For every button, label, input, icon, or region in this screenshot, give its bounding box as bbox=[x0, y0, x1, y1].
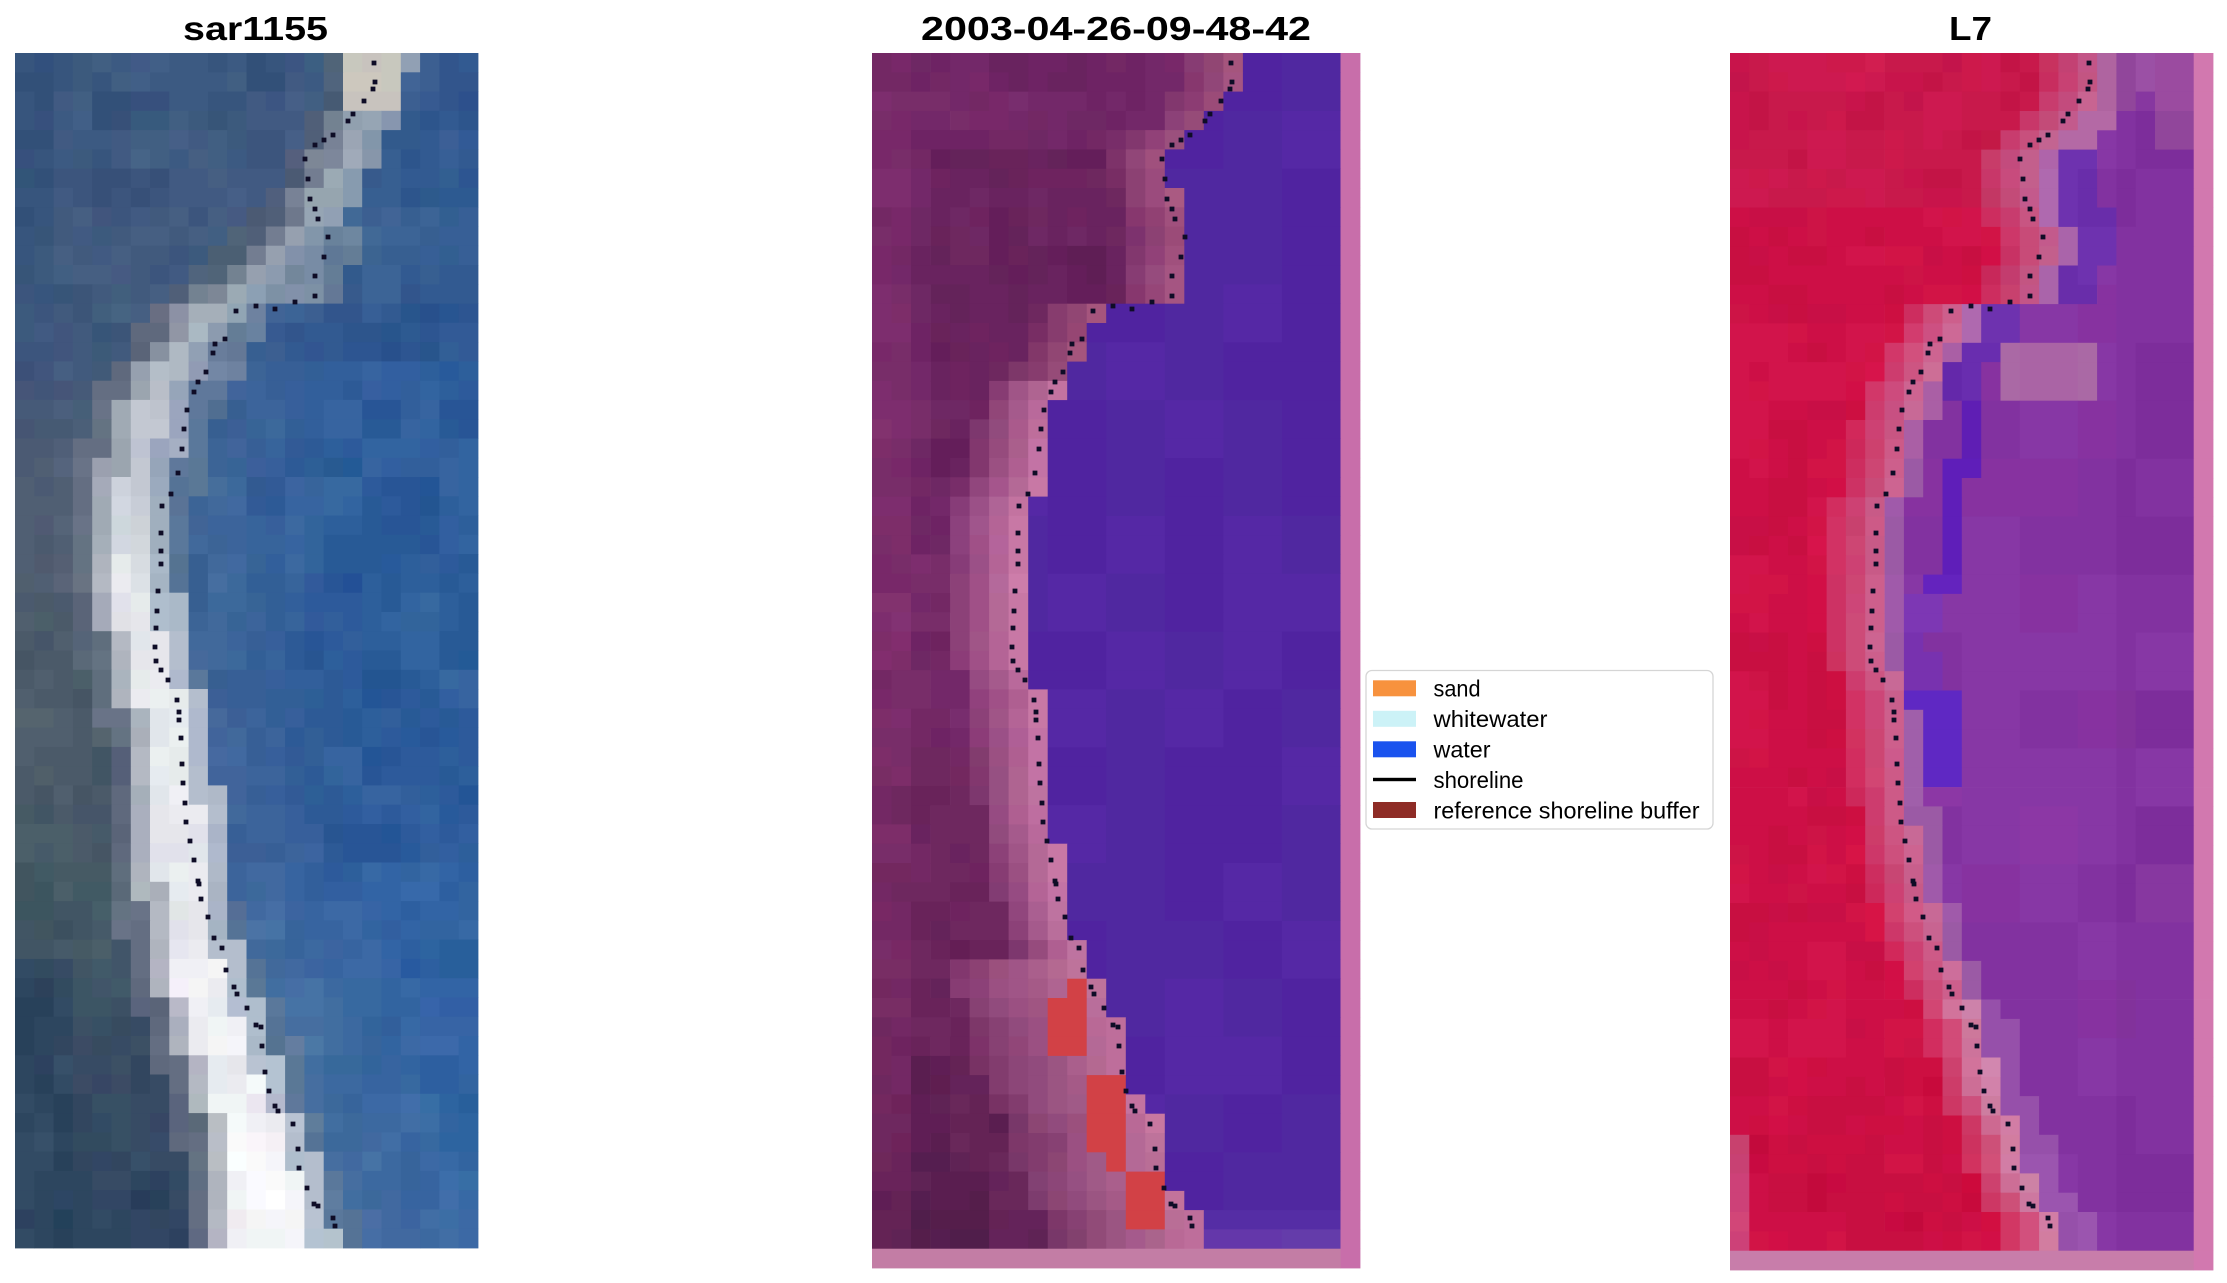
svg-text:L7: L7 bbox=[1949, 10, 1992, 47]
svg-text:2003-04-26-09-48-42: 2003-04-26-09-48-42 bbox=[921, 10, 1311, 47]
svg-text:water: water bbox=[1432, 736, 1490, 762]
svg-text:shoreline: shoreline bbox=[1434, 767, 1524, 793]
svg-text:sand: sand bbox=[1434, 675, 1481, 701]
svg-text:whitewater: whitewater bbox=[1432, 706, 1547, 732]
svg-text:reference shoreline buffer: reference shoreline buffer bbox=[1434, 797, 1700, 823]
svg-text:sar1155: sar1155 bbox=[183, 10, 328, 47]
